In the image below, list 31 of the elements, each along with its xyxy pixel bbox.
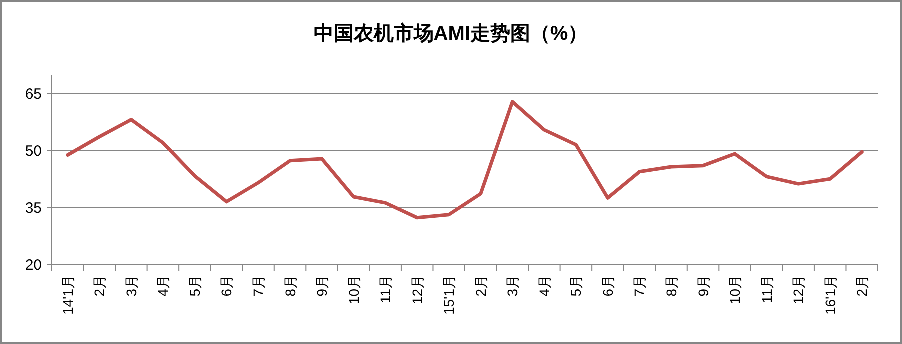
y-tick-label: 20	[25, 257, 42, 274]
x-tick-label: 4月	[155, 275, 172, 297]
x-tick-label: 2月	[854, 275, 870, 297]
chart-title: 中国农机市场AMI走势图（%）	[314, 22, 588, 45]
x-tick-label: 9月	[695, 275, 712, 297]
x-tick-label: 8月	[282, 275, 298, 297]
x-tick-label: 2月	[472, 275, 489, 297]
x-tick-label: 2月	[92, 275, 108, 297]
x-tick-label: 16'1月	[822, 275, 838, 316]
x-tick-label: 5月	[568, 275, 584, 297]
x-tick-label: 12月	[790, 275, 807, 305]
x-tick-label: 3月	[504, 275, 521, 297]
x-tick-label: 4月	[536, 275, 552, 297]
x-tick-label: 7月	[632, 275, 648, 297]
x-tick-label: 11月	[378, 275, 394, 304]
x-tick-label: 15'1月	[441, 275, 458, 316]
x-tick-label: 10月	[346, 275, 362, 305]
y-tick-label: 65	[25, 86, 42, 103]
x-tick-label: 6月	[600, 275, 616, 297]
x-tick-label: 3月	[123, 275, 140, 297]
x-tick-label: 14'1月	[60, 275, 76, 316]
x-tick-label: 11月	[758, 275, 775, 304]
x-tick-label: 9月	[314, 275, 330, 297]
x-tick-label: 8月	[664, 275, 680, 297]
x-tick-label: 6月	[218, 275, 235, 297]
y-tick-label: 35	[25, 200, 42, 217]
x-tick-label: 10月	[727, 275, 744, 305]
y-tick-label: 50	[25, 143, 42, 160]
x-tick-label: 12月	[409, 275, 426, 305]
x-tick-label: 5月	[186, 275, 203, 297]
x-tick-label: 7月	[250, 275, 266, 297]
